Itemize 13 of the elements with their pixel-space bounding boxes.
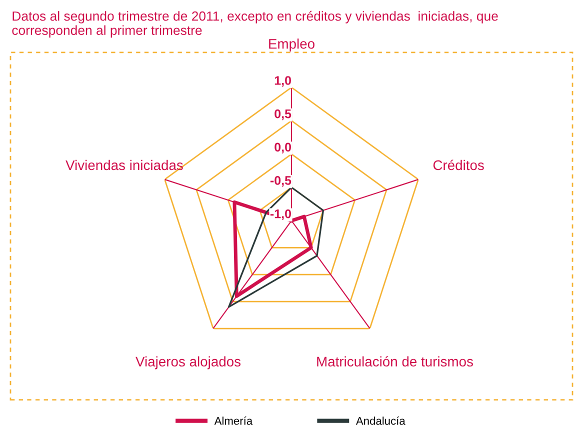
spoke-label: Matriculación de turismos — [317, 356, 473, 367]
spoke-label: Viviendas iniciadas — [66, 160, 183, 170]
y-tick-label: 0,5 — [274, 109, 292, 120]
y-tick-label: 1,0 — [274, 76, 291, 87]
y-tick-label: 0,0 — [274, 142, 291, 154]
y-tick-label: -1,0 — [270, 209, 291, 220]
legend-label: Almería — [214, 416, 253, 425]
spoke-label: Empleo — [269, 38, 314, 52]
spoke-label: Viajeros alojados — [136, 356, 241, 370]
chart-title: Datos al segundo trimestre de 2011, excepto en créditos y viviendas iniciadas, que corresponden al primer trimestre — [12, 10, 498, 38]
spoke-label: Créditos — [433, 160, 484, 170]
legend-label: Andalucía — [356, 416, 406, 425]
y-tick-label: -0,5 — [270, 176, 292, 187]
